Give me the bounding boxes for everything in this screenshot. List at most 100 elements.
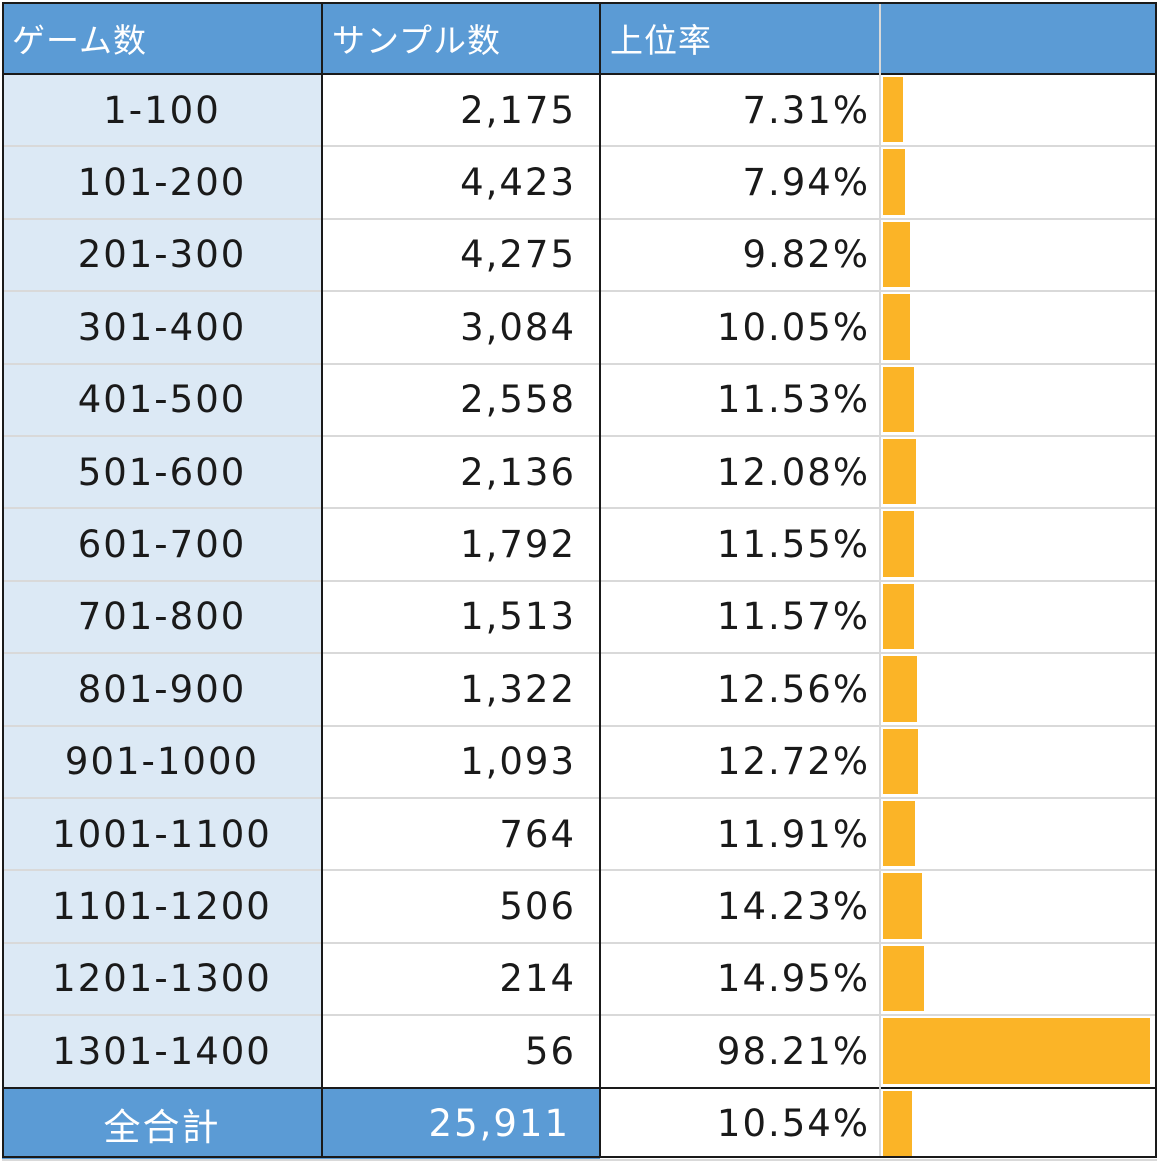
row-divider	[2, 507, 1157, 510]
row-divider	[2, 869, 1157, 872]
row-divider	[2, 217, 1157, 220]
row-samples: 214	[322, 942, 600, 1016]
rate-bar	[883, 656, 918, 722]
row-games-text: 1201-1300	[52, 957, 272, 1001]
row-rate-text: 11.53%	[716, 378, 870, 422]
row-games-text: 1-100	[103, 88, 221, 132]
row-games: 801-900	[2, 653, 322, 726]
total-samples: 25,911	[322, 1087, 600, 1160]
row-samples-text: 2,175	[460, 88, 576, 132]
row-bar-cell	[880, 74, 1157, 147]
header-rate-text: 上位率	[610, 21, 712, 60]
row-samples-text: 56	[524, 1029, 576, 1073]
row-samples-text: 1,792	[460, 523, 576, 567]
row-bar-cell	[880, 580, 1157, 654]
row-games: 1001-1100	[2, 798, 322, 871]
row-samples-text: 4,423	[460, 161, 576, 205]
row-games-text: 101-200	[77, 161, 247, 205]
row-samples: 2,136	[322, 436, 600, 509]
rate-bar	[883, 77, 903, 143]
rate-bar	[883, 873, 922, 939]
row-games-text: 1001-1100	[52, 812, 272, 856]
row-samples-text: 1,513	[460, 595, 576, 639]
row-rate: 14.23%	[600, 870, 880, 943]
row-rate-text: 9.82%	[742, 233, 870, 277]
row-games: 1101-1200	[2, 870, 322, 943]
row-games: 1-100	[2, 74, 322, 147]
row-divider	[2, 362, 1157, 365]
row-games: 901-1000	[2, 725, 322, 798]
row-rate-text: 98.21%	[716, 1029, 870, 1073]
row-games-text: 601-700	[77, 523, 247, 567]
row-games-text: 201-300	[77, 233, 247, 277]
row-bar-cell	[880, 798, 1157, 871]
row-games-text: 801-900	[77, 667, 247, 711]
total-rate: 10.54%	[600, 1087, 880, 1160]
total-label-text: 全合計	[103, 1105, 221, 1149]
row-rate: 7.94%	[600, 146, 880, 219]
row-bar-cell	[880, 363, 1157, 436]
rate-bar	[883, 1018, 1151, 1084]
header-samples-text: サンプル数	[332, 21, 502, 60]
header-games-text: ゲーム数	[12, 21, 148, 60]
row-games-text: 1301-1400	[52, 1029, 272, 1073]
row-games-text: 501-600	[77, 450, 247, 494]
column-divider	[879, 2, 881, 1158]
row-rate-text: 7.94%	[742, 161, 870, 205]
row-rate-text: 12.08%	[716, 450, 870, 494]
row-bar-cell	[880, 1015, 1157, 1088]
row-samples-text: 1,322	[460, 667, 576, 711]
row-rate: 10.05%	[600, 291, 880, 364]
rate-bar	[883, 801, 916, 867]
row-divider	[2, 1086, 1157, 1089]
total-label: 全合計	[2, 1087, 322, 1160]
row-samples: 1,322	[322, 653, 600, 726]
row-games-text: 901-1000	[64, 740, 260, 784]
row-games-text: 701-800	[77, 595, 247, 639]
row-rate-text: 14.95%	[716, 957, 870, 1001]
row-games: 301-400	[2, 291, 322, 364]
row-bar-cell	[880, 291, 1157, 364]
row-bar-cell	[880, 942, 1157, 1016]
row-samples-text: 2,558	[460, 378, 576, 422]
row-bar-cell	[880, 725, 1157, 798]
column-divider	[599, 2, 601, 1158]
row-samples: 4,423	[322, 146, 600, 219]
row-samples: 56	[322, 1015, 600, 1088]
row-rate-text: 12.56%	[716, 667, 870, 711]
rate-bar	[883, 221, 910, 288]
rate-bar	[883, 945, 924, 1012]
row-rate-text: 11.91%	[716, 812, 870, 856]
row-rate: 11.55%	[600, 508, 880, 581]
row-rate-text: 12.72%	[716, 740, 870, 784]
row-divider	[2, 73, 1157, 75]
row-samples: 2,558	[322, 363, 600, 436]
row-samples-text: 506	[499, 885, 576, 929]
row-samples: 764	[322, 798, 600, 871]
row-games-text: 1101-1200	[52, 885, 272, 929]
rate-bar	[883, 511, 915, 577]
row-divider	[2, 290, 1157, 293]
row-samples-text: 3,084	[460, 305, 576, 349]
row-rate-text: 10.05%	[716, 305, 870, 349]
row-samples-text: 4,275	[460, 233, 576, 277]
row-rate-text: 11.55%	[716, 523, 870, 567]
row-samples: 2,175	[322, 74, 600, 147]
rate-bar	[883, 728, 918, 794]
row-bar-cell	[880, 653, 1157, 726]
row-samples-text: 1,093	[460, 740, 576, 784]
row-divider	[2, 652, 1157, 655]
row-bar-cell	[880, 508, 1157, 581]
row-divider	[2, 435, 1157, 437]
row-games: 401-500	[2, 363, 322, 436]
row-samples: 1,792	[322, 508, 600, 581]
row-rate: 12.72%	[600, 725, 880, 798]
column-divider	[321, 2, 323, 1158]
row-rate: 11.91%	[600, 798, 880, 871]
row-games: 1201-1300	[2, 942, 322, 1016]
row-games-text: 301-400	[77, 305, 247, 349]
row-games: 501-600	[2, 436, 322, 509]
row-divider	[2, 1159, 1157, 1161]
rate-bar	[883, 439, 916, 505]
row-divider	[2, 145, 1157, 148]
